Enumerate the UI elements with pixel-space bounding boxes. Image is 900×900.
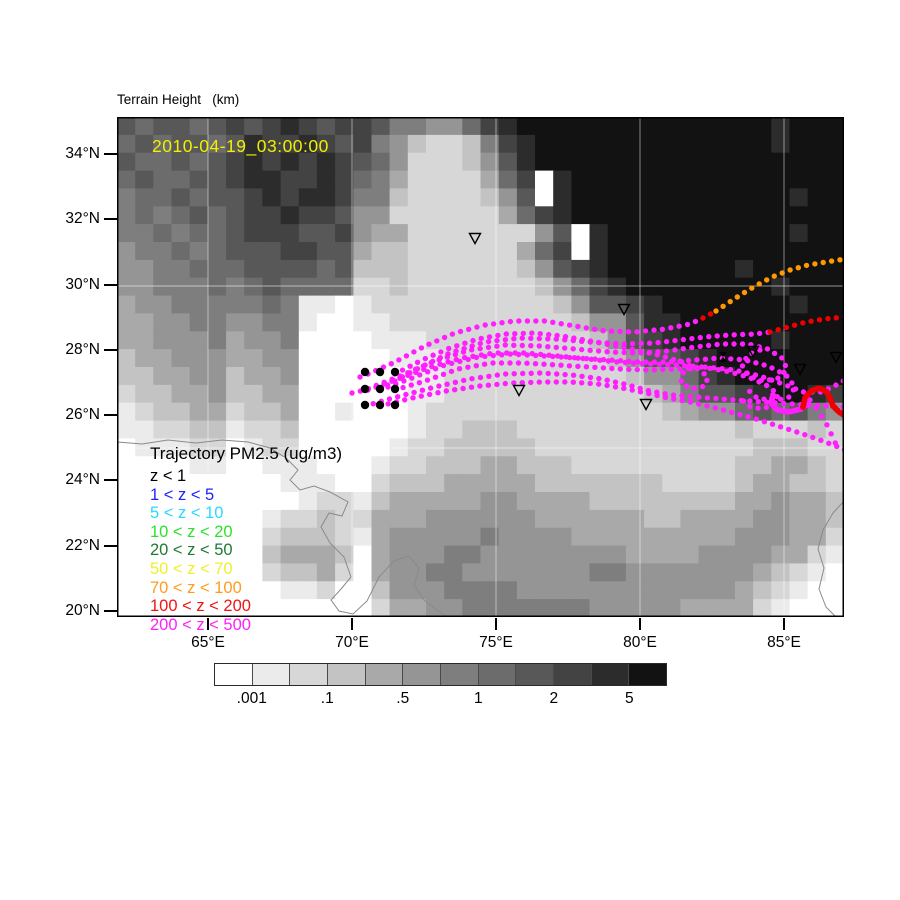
colorbar-tick-label: 1 (473, 690, 483, 707)
colorbar-swatch (251, 664, 290, 685)
source-markers (360, 367, 400, 410)
source-dot (360, 384, 370, 394)
legend-entry: 100 < z < 200 (150, 597, 251, 616)
source-dot (375, 367, 385, 377)
legend-entry: z < 1 (150, 467, 187, 485)
lon-tick-mark (495, 618, 497, 630)
source-dot (360, 367, 370, 377)
trajectories (349, 257, 844, 453)
lat-tick-label: 24°N (65, 471, 100, 488)
colorbar-swatch (327, 664, 365, 685)
lat-tick-mark (104, 610, 117, 612)
colorbar-swatch (289, 664, 328, 685)
figure-title: Terrain Height (km) (117, 92, 240, 107)
colorbar-tick-label: 5 (624, 690, 634, 707)
source-dot (390, 367, 400, 377)
lat-tick-mark (104, 218, 117, 220)
colorbar-tick-label: .001 (236, 690, 267, 707)
lon-tick-mark (207, 618, 209, 630)
lon-tick-label: 75°E (479, 634, 513, 651)
legend-entry: 20 < z < 50 (150, 541, 233, 560)
terrain-trajectory-map (117, 117, 844, 617)
lat-tick-label: 20°N (65, 602, 100, 619)
colorbar-swatch (590, 664, 629, 685)
site-triangle-marker (639, 398, 653, 411)
lat-tick-label: 22°N (65, 537, 100, 554)
source-dot (390, 400, 400, 410)
timestamp-label: 2010-04-19_03:00:00 (152, 136, 329, 156)
legend-entry: 1 < z < 5 (150, 485, 215, 504)
site-triangle-marker (468, 232, 482, 245)
colorbar-swatch (215, 664, 252, 685)
lat-tick-label: 26°N (65, 406, 100, 423)
legend-entry: 50 < z < 70 (150, 559, 233, 578)
colorbar-swatch (515, 664, 554, 685)
colorbar-swatch (477, 664, 516, 685)
lat-tick-mark (104, 414, 117, 416)
lon-tick-mark (783, 618, 785, 630)
site-triangle-marker (793, 363, 807, 376)
legend-entry: 70 < z < 100 (150, 578, 242, 597)
colorbar-swatch (440, 664, 478, 685)
lat-tick-mark (104, 153, 117, 155)
lat-tick-label: 32°N (65, 210, 100, 227)
colorbar-swatch (402, 664, 441, 685)
legend-entry: 200 < z < 500 (150, 615, 251, 634)
colorbar-tick-label: 2 (549, 690, 559, 707)
lat-tick-mark (104, 349, 117, 351)
lon-tick-label: 80°E (623, 634, 657, 651)
legend-title: Trajectory PM2.5 (ug/m3) (150, 444, 343, 463)
lat-tick-label: 34°N (65, 145, 100, 162)
lon-tick-label: 65°E (191, 634, 225, 651)
site-triangle-marker (617, 303, 631, 316)
lat-tick-mark (104, 479, 117, 481)
map-frame (117, 117, 844, 617)
lat-tick-mark (104, 545, 117, 547)
source-dot (390, 384, 400, 394)
colorbar-tick-label: .1 (320, 690, 334, 707)
lon-tick-label: 70°E (335, 634, 369, 651)
site-triangle-marker (829, 351, 843, 364)
lon-tick-mark (639, 618, 641, 630)
colorbar-swatch (553, 664, 591, 685)
hourglass-marker (719, 352, 727, 362)
source-dot (360, 400, 370, 410)
lon-tick-label: 85°E (767, 634, 801, 651)
lat-tick-label: 28°N (65, 341, 100, 358)
terrain-colorbar (214, 663, 667, 686)
site-triangle-marker (746, 345, 760, 358)
site-markers (468, 232, 843, 411)
site-triangle-marker (512, 384, 526, 397)
legend-entry: 10 < z < 20 (150, 522, 233, 541)
lon-tick-mark (351, 618, 353, 630)
coastline (117, 439, 844, 617)
lat-tick-mark (104, 284, 117, 286)
colorbar-swatch (364, 664, 403, 685)
legend-entry: 5 < z < 10 (150, 504, 224, 523)
lat-tick-label: 30°N (65, 276, 100, 293)
colorbar-swatch (628, 664, 667, 685)
source-dot (375, 384, 385, 394)
colorbar-tick-label: .5 (396, 690, 410, 707)
source-dot (375, 400, 385, 410)
